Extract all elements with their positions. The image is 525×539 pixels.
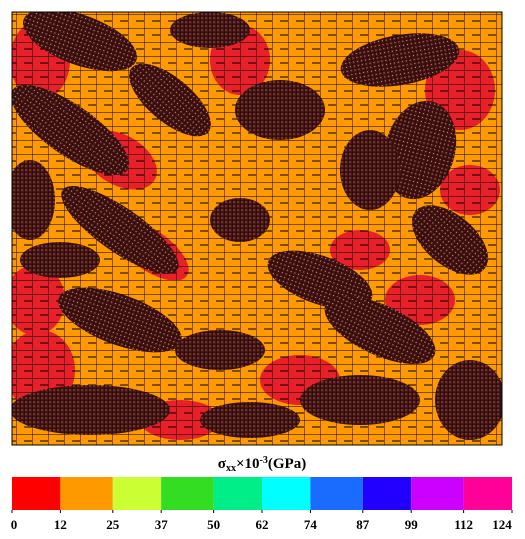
title-scale: ×10 bbox=[236, 456, 260, 472]
title-unit: (GPa) bbox=[268, 456, 306, 472]
colorbar: 0 12 25 37 50 62 74 87 99 112 124 bbox=[11, 477, 513, 532]
tick-label: 62 bbox=[256, 517, 269, 532]
colorbar-band bbox=[213, 477, 262, 510]
mesh-border bbox=[11, 11, 503, 446]
tick-label: 37 bbox=[155, 517, 169, 532]
colorbar-band bbox=[411, 477, 464, 510]
tick-label: 87 bbox=[356, 517, 370, 532]
mesh-field bbox=[12, 12, 502, 445]
colorbar-band bbox=[12, 477, 61, 510]
colorbar-band bbox=[310, 477, 363, 510]
title-subscript: xx bbox=[226, 463, 236, 474]
colorbar-band bbox=[60, 477, 113, 510]
colorbar-band bbox=[161, 477, 214, 510]
colorbar-title: σxx×10-3(GPa) bbox=[218, 455, 306, 474]
tick-label: 0 bbox=[11, 517, 18, 532]
tick-label: 99 bbox=[405, 517, 419, 532]
title-symbol: σ bbox=[218, 456, 227, 472]
colorbar-band bbox=[262, 477, 311, 510]
colorbar-band bbox=[112, 477, 162, 510]
tick-label: 25 bbox=[106, 517, 120, 532]
tick-label: 50 bbox=[207, 517, 220, 532]
tick-label: 112 bbox=[454, 517, 473, 532]
colorbar-band bbox=[463, 477, 512, 510]
title-exponent: -3 bbox=[260, 455, 268, 466]
colorbar-band bbox=[362, 477, 412, 510]
tick-label: 74 bbox=[304, 517, 318, 532]
tick-label: 12 bbox=[54, 517, 67, 532]
tick-label: 124 bbox=[492, 517, 512, 532]
